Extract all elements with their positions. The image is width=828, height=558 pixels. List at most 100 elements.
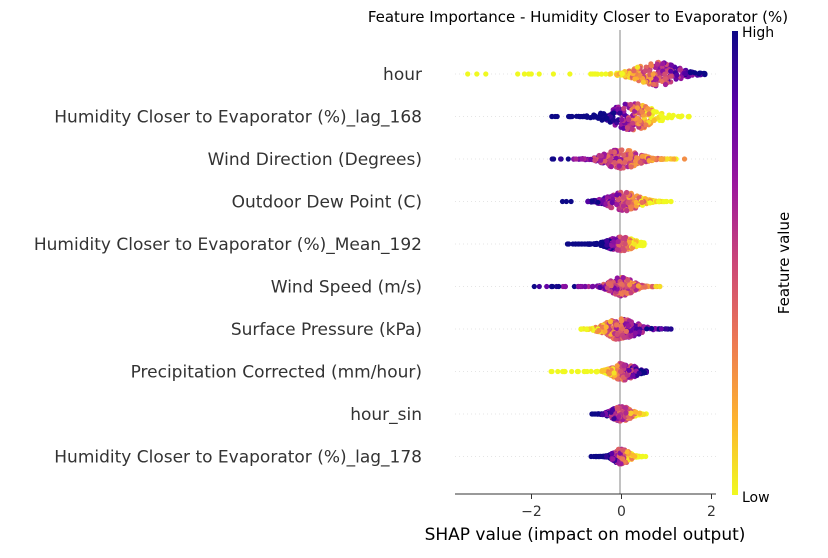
shap-point [662,75,669,81]
shap-point [637,72,643,78]
shap-point [604,115,610,121]
shap-point [633,199,639,205]
shap-point [558,156,564,162]
shap-point [602,328,608,334]
x-ticks: −2 0 2 [521,494,716,520]
shap-point [656,199,662,205]
shap-point [696,71,702,77]
shap-point [622,289,628,295]
shap-point [702,71,708,77]
shap-point [668,198,674,205]
shap-point [586,241,592,247]
shap-point [633,409,639,415]
shap-point [677,67,683,73]
shap-point [621,159,628,165]
shap-point [641,240,647,246]
shap-point [569,368,575,375]
shap-point [634,105,641,111]
shap-point [551,156,557,162]
shap-point [630,373,636,379]
shap-point [598,153,605,159]
shap-point [474,71,480,77]
feature-label: Wind Direction (Degrees) [208,150,422,170]
shap-point [671,156,677,162]
shap-point [609,199,615,206]
shap-point [598,157,604,163]
shap-point [603,71,609,77]
shap-point [640,79,647,85]
shap-point [604,242,610,248]
shap-point [618,368,624,375]
x-tick-label: 2 [707,504,716,520]
shap-point [628,410,634,417]
shap-point [584,326,590,333]
shap-point [668,73,674,79]
shap-point [621,193,627,199]
colorbar-title: Feature value [775,212,793,314]
shap-point [591,453,597,460]
shap-point [609,450,615,457]
shap-point [639,109,645,115]
shap-point [643,453,649,460]
shap-point [620,235,627,241]
shap-point [614,363,620,369]
shap-point [620,245,626,252]
shap-point [562,368,568,375]
shap-point [607,71,613,77]
shap-point [661,199,667,205]
shap-point [483,71,489,77]
row-gridlines [455,73,716,457]
shap-point [615,238,621,245]
shap-point [584,113,590,119]
shap-point [622,241,628,247]
shap-point [659,117,665,124]
shap-point [625,277,631,283]
shap-point [692,70,698,76]
shap-point [623,410,629,416]
shap-point [622,101,628,107]
feature-label: hour_sin [350,405,422,425]
shap-point [624,372,630,378]
shap-point [651,117,657,123]
shap-point [636,329,642,335]
shap-point [593,241,599,247]
shap-point [623,328,630,334]
shap-point [465,71,471,77]
shap-point [625,200,631,206]
shap-point [618,461,624,467]
shap-point [578,326,584,332]
x-tick-label: −2 [521,504,542,520]
shap-point [600,197,606,203]
shap-point [620,203,627,209]
shap-point [579,241,585,247]
shap-point [610,407,616,413]
shap-point [611,239,617,245]
shap-point [621,363,627,369]
shap-point [612,160,618,166]
shap-point [611,416,617,422]
shap-point [673,76,679,82]
shap-point [620,152,627,158]
shap-point [563,198,570,205]
shap-point [648,63,655,69]
shap-point [644,326,650,332]
feature-label: Surface Pressure (kPa) [231,320,422,340]
shap-point [552,113,558,120]
shap-point [556,283,562,290]
shap-point [650,155,656,161]
shap-point [599,71,605,77]
shap-point [642,284,648,290]
shap-point [626,239,632,245]
shap-point [544,283,550,290]
shap-point [630,120,636,126]
shap-point [614,246,620,253]
shap-point [621,334,627,341]
shap-point [628,164,634,170]
shap-point [616,163,622,169]
shap-point [646,111,652,117]
shap-point [602,158,608,164]
shap-point [641,369,648,376]
shap-point [610,456,616,462]
